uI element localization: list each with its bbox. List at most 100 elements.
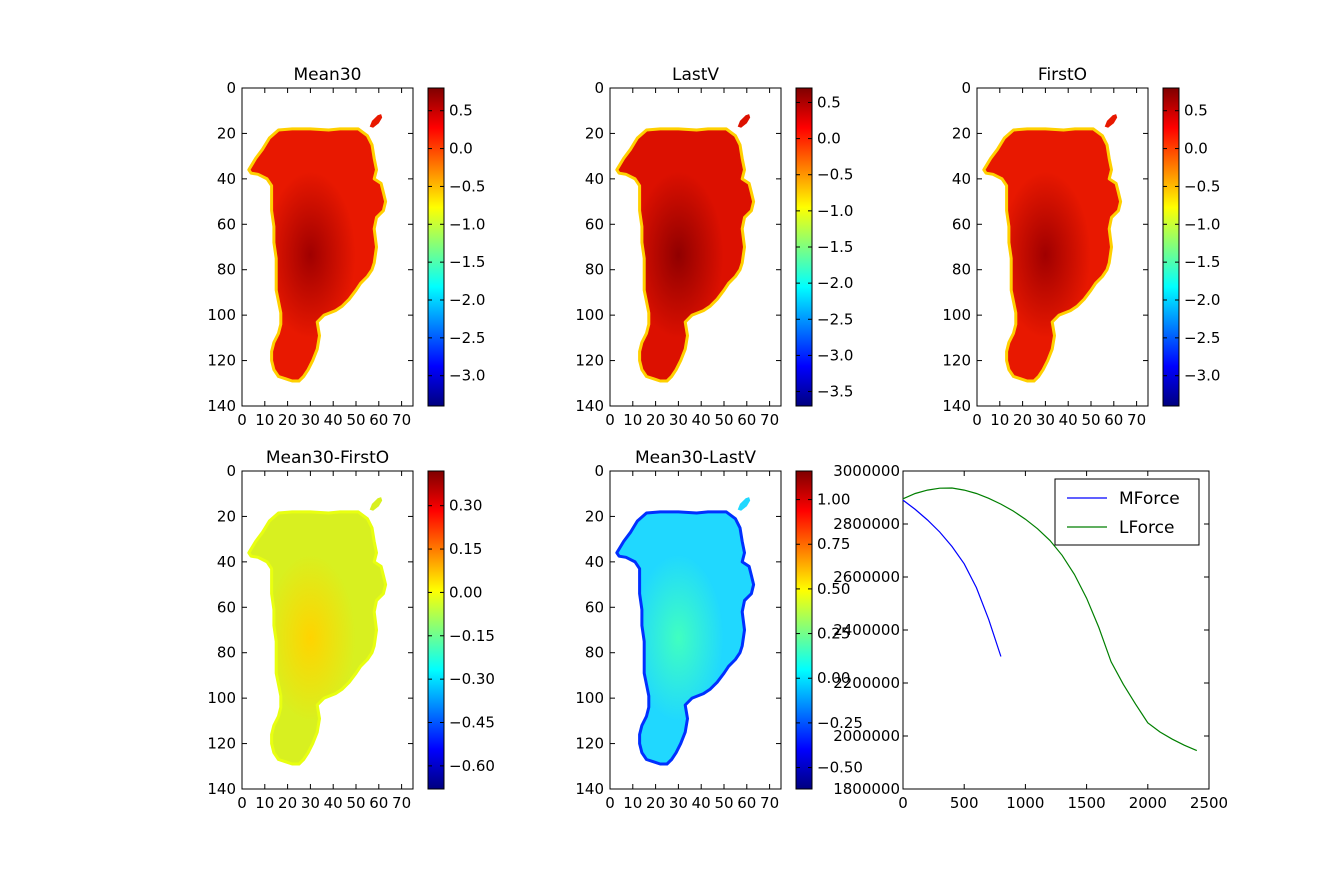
colorbar-tick-label: 0.30 — [449, 497, 482, 515]
x-tick-label: 40 — [692, 794, 711, 812]
y-tick-label: 3000000 — [833, 462, 900, 480]
colorbar-tick-label: −2.0 — [449, 291, 485, 309]
colorbar-tick-label: −0.30 — [449, 670, 495, 688]
x-tick-label: 10 — [623, 794, 642, 812]
x-tick-label: 70 — [1127, 411, 1146, 429]
x-tick-label: 30 — [1036, 411, 1055, 429]
x-tick-label: 10 — [255, 411, 274, 429]
land-mass — [615, 510, 756, 766]
colorbar-tick-label: 0.0 — [1184, 140, 1208, 158]
colorbar-tick-label: −0.5 — [1184, 177, 1220, 195]
colorbar-tick-label: 0.0 — [817, 130, 841, 148]
x-tick-label: 10 — [623, 411, 642, 429]
axes-frame — [241, 470, 414, 790]
x-tick-label: 50 — [714, 794, 733, 812]
x-tick-label: 40 — [324, 411, 343, 429]
axes-frame — [976, 87, 1149, 407]
x-tick-label: 70 — [760, 794, 779, 812]
colorbar-tick-label: 0.75 — [817, 535, 850, 553]
y-tick-label: 140 — [207, 780, 236, 798]
colorbar-tick-label: 0.00 — [817, 669, 850, 687]
x-tick-label: 2000 — [1129, 794, 1167, 812]
y-tick-label: 0 — [961, 79, 971, 97]
x-tick-label: 50 — [714, 411, 733, 429]
line-chart: 0 500 1000 1500 2000 2500 1800000 2000000 220000… — [833, 462, 1228, 812]
y-tick-label: 20 — [585, 124, 604, 142]
colorbar-tick-label: −2.5 — [1184, 329, 1220, 347]
y-tick-label: 120 — [575, 352, 604, 370]
x-tick-label: 1000 — [1006, 794, 1044, 812]
colorbar-tick-label: −1.5 — [1184, 253, 1220, 271]
x-tick-label: 40 — [1059, 411, 1078, 429]
y-tick-label: 60 — [952, 215, 971, 233]
y-tick-label: 40 — [585, 553, 604, 571]
x-tick-label: 70 — [392, 794, 411, 812]
y-tick-label: 80 — [217, 644, 236, 662]
panel-title: Mean30-LastV — [635, 448, 756, 468]
colorbar-tick-label: 0.5 — [817, 93, 841, 111]
panel-title: FirstO — [1038, 65, 1087, 85]
colorbar — [427, 470, 445, 790]
axes-frame — [609, 470, 782, 790]
y-tick-label: 100 — [207, 689, 236, 707]
colorbar-tick-label: −3.0 — [817, 346, 853, 364]
x-tick-label: 60 — [737, 411, 756, 429]
colorbar-tick-label: −3.0 — [449, 367, 485, 385]
y-tick-label: 140 — [207, 397, 236, 415]
x-tick-label: 30 — [301, 411, 320, 429]
x-tick-label: 2500 — [1190, 794, 1228, 812]
heatmap-panel-2: 0 10 20 30 40 50 60 70020406080100120140FirstO0… — [942, 65, 1220, 429]
islet — [1104, 114, 1118, 128]
x-tick-label: 20 — [646, 794, 665, 812]
x-tick-label: 10 — [255, 794, 274, 812]
y-tick-label: 1800000 — [833, 780, 900, 798]
colorbar — [1162, 87, 1180, 407]
y-tick-label: 20 — [952, 124, 971, 142]
y-tick-label: 0 — [594, 79, 604, 97]
legend-label: LForce — [1119, 518, 1174, 538]
panel-title: LastV — [672, 65, 719, 85]
x-tick-label: 1500 — [1068, 794, 1106, 812]
colorbar-tick-label: −0.25 — [817, 714, 863, 732]
colorbar — [427, 87, 445, 407]
colorbar-tick-label: 0.00 — [449, 583, 482, 601]
x-tick-label: 20 — [1013, 411, 1032, 429]
colorbar-tick-label: −2.5 — [817, 310, 853, 328]
colorbar-tick-label: −2.0 — [817, 274, 853, 292]
islet — [369, 497, 383, 511]
y-tick-label: 100 — [575, 306, 604, 324]
y-tick-label: 60 — [585, 215, 604, 233]
y-tick-label: 120 — [207, 352, 236, 370]
y-tick-label: 80 — [217, 261, 236, 279]
colorbar-tick-label: −1.0 — [817, 202, 853, 220]
y-tick-label: 140 — [942, 397, 971, 415]
land-mass — [247, 127, 388, 383]
x-tick-label: 40 — [324, 794, 343, 812]
y-tick-label: 120 — [942, 352, 971, 370]
x-tick-label: 50 — [346, 411, 365, 429]
heatmap-panel-1: 0 10 20 30 40 50 60 70020406080100120140LastV0.… — [575, 65, 853, 429]
x-tick-label: 50 — [1081, 411, 1100, 429]
x-tick-label: 40 — [692, 411, 711, 429]
y-tick-label: 2000000 — [833, 727, 900, 745]
x-tick-label: 60 — [1104, 411, 1123, 429]
y-tick-label: 40 — [217, 553, 236, 571]
colorbar-tick-label: −0.5 — [817, 166, 853, 184]
y-tick-label: 140 — [575, 397, 604, 415]
y-tick-label: 40 — [585, 170, 604, 188]
y-tick-label: 40 — [217, 170, 236, 188]
y-tick-label: 0 — [226, 79, 236, 97]
colorbar-tick-label: −0.15 — [449, 627, 495, 645]
colorbar-tick-label: −2.0 — [1184, 291, 1220, 309]
x-tick-label: 0 — [237, 411, 247, 429]
panel-title: Mean30-FirstO — [266, 448, 389, 468]
y-tick-label: 80 — [585, 644, 604, 662]
colorbar-tick-label: 1.00 — [817, 491, 850, 509]
x-tick-label: 20 — [646, 411, 665, 429]
legend-box — [1054, 478, 1200, 546]
colorbar-tick-label: −0.60 — [449, 757, 495, 775]
land-mass — [247, 510, 388, 766]
x-tick-label: 30 — [669, 411, 688, 429]
colorbar-tick-label: −3.5 — [817, 383, 853, 401]
